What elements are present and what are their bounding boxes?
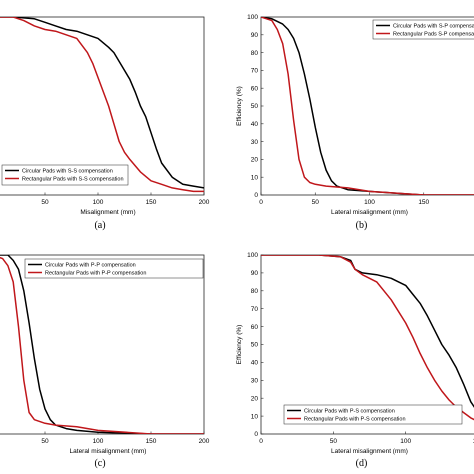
legend-entry: Rectangular Pads with P-S compensation xyxy=(304,417,406,423)
x-tick-label: 100 xyxy=(93,199,104,206)
y-tick-label: 10 xyxy=(251,174,259,181)
y-axis-label: Efficiency (%) xyxy=(236,86,243,126)
y-tick-label: 20 xyxy=(251,157,259,164)
legend-entry: Circular Pads with S-S compensation xyxy=(22,169,113,175)
plot-frame xyxy=(260,16,474,196)
x-tick-label: 200 xyxy=(199,438,210,445)
legend-entry: Rectangular Pads with P-P compensation xyxy=(45,271,146,277)
series-line-circular xyxy=(261,17,474,195)
series-line-rectangular xyxy=(0,17,204,193)
x-tick-label: 0 xyxy=(259,438,263,445)
y-axis-label: Efficiency (%) xyxy=(236,325,243,365)
y-tick-label: 0 xyxy=(254,431,258,438)
legend-entry: Circular Pads with P-P compensation xyxy=(45,263,136,269)
panel-label: (b) xyxy=(356,220,368,231)
x-tick-label: 50 xyxy=(330,438,338,445)
legend-entry: Circular Pads with P-S compensation xyxy=(304,409,395,415)
series-line-circular xyxy=(0,255,204,434)
x-tick-label: 50 xyxy=(41,199,49,206)
legend-entry: Rectangular Pads with S-S compensation xyxy=(22,177,124,183)
legend-entry: Circular Pads with S-P compensation xyxy=(393,24,474,30)
chart-panel-a: 50 100 150 200 Misalignment (mm) Circular Pad… xyxy=(0,16,210,231)
x-tick-label: 0 xyxy=(259,199,263,206)
legend: Circular Pads with S-P compensation Recta… xyxy=(372,19,474,40)
y-tick-label: 90 xyxy=(251,270,259,277)
x-tick-label: 100 xyxy=(93,438,104,445)
y-tick-label: 70 xyxy=(251,306,259,313)
y-tick-label: 100 xyxy=(247,252,258,259)
series-line-rectangular xyxy=(261,255,474,421)
plot-frame xyxy=(0,254,205,435)
y-tick-label: 40 xyxy=(251,360,259,367)
series-line-circular xyxy=(0,17,204,189)
x-tick-label: 100 xyxy=(364,199,375,206)
y-tick-label: 90 xyxy=(251,32,259,39)
legend-box xyxy=(24,258,204,279)
legend-box xyxy=(1,164,129,186)
x-tick-label: 150 xyxy=(418,199,429,206)
y-tick-label: 70 xyxy=(251,68,259,75)
y-tick-label: 20 xyxy=(251,395,259,402)
x-tick-label: 50 xyxy=(312,199,320,206)
panel-label: (c) xyxy=(94,458,105,469)
series-line-rectangular xyxy=(0,256,204,434)
y-tick-label: 80 xyxy=(251,50,259,57)
x-axis-label: Lateral misalignment (mm) xyxy=(331,209,408,216)
panel-label: (a) xyxy=(94,220,105,231)
x-tick-label: 200 xyxy=(199,199,210,206)
series-line-rectangular xyxy=(261,17,474,195)
panel-label: (d) xyxy=(356,458,368,469)
y-tick-label: 40 xyxy=(251,121,259,128)
y-tick-label: 50 xyxy=(251,103,259,110)
y-tick-label: 30 xyxy=(251,378,259,385)
legend-box xyxy=(372,19,474,40)
y-tick-label: 10 xyxy=(251,413,259,420)
x-tick-label: 150 xyxy=(146,199,157,206)
x-axis-label: Misalignment (mm) xyxy=(80,209,135,216)
legend: Circular Pads with P-S compensation Recta… xyxy=(283,404,463,425)
x-tick-label: 50 xyxy=(41,438,49,445)
series-line-circular xyxy=(261,255,474,408)
legend: Circular Pads with P-P compensation Recta… xyxy=(24,258,204,279)
y-tick-label: 80 xyxy=(251,288,259,295)
y-tick-label: 50 xyxy=(251,342,259,349)
x-tick-label: 150 xyxy=(473,438,474,445)
legend-entry: Rectangular Pads S-P compensation xyxy=(393,32,474,38)
y-tick-label: 30 xyxy=(251,139,259,146)
x-tick-label: 100 xyxy=(400,438,411,445)
y-tick-label: 0 xyxy=(254,192,258,199)
chart-panel-d: 0 50 100 150 0 10 20 30 40 50 60 70 80 90 100 Lateral m… xyxy=(236,252,474,469)
x-axis-label: Lateral misalignment (mm) xyxy=(331,448,408,455)
x-axis-label: Lateral misalignment (mm) xyxy=(70,448,147,455)
y-tick-label: 60 xyxy=(251,85,259,92)
x-tick-label: 150 xyxy=(146,438,157,445)
y-tick-label: 100 xyxy=(247,14,258,21)
chart-panel-c: 50 100 150 200 Lateral misalignment (mm) Circ… xyxy=(0,254,210,469)
legend-box xyxy=(283,404,463,425)
y-tick-label: 60 xyxy=(251,324,259,331)
legend: Circular Pads with S-S compensation Recta… xyxy=(1,164,129,186)
chart-panel-b: 0 50 100 150 0 10 20 30 40 50 60 70 80 90 100 Lateral m… xyxy=(236,14,474,231)
